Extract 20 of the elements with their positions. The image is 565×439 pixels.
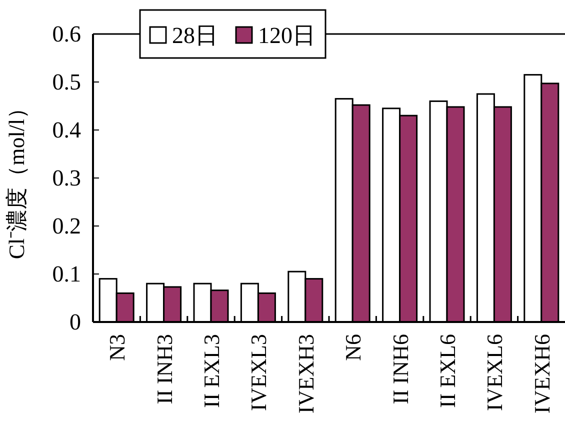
y-tick-label: 0.5 <box>52 69 81 94</box>
y-axis-title: Cl⁻濃度（mol/l） <box>4 96 29 260</box>
x-tick-label: II EXL3 <box>199 334 224 408</box>
legend-label: 28日 <box>172 23 218 48</box>
x-tick-label: IVEXH3 <box>293 334 318 414</box>
y-tick-label: 0.1 <box>52 261 81 286</box>
x-tick-label: II INH6 <box>388 334 413 404</box>
y-tick-label: 0.6 <box>52 21 81 46</box>
x-tick-label: IVEXL6 <box>482 334 508 411</box>
y-tick-label: 0.4 <box>52 117 82 142</box>
x-tick-label: IVEXL3 <box>246 334 272 411</box>
y-tick-label: 0.2 <box>52 213 81 238</box>
legend-label: 120日 <box>258 23 316 48</box>
x-tick-label: IVEXH6 <box>529 334 554 414</box>
y-tick-label: 0.3 <box>52 165 81 190</box>
x-tick-label: N3 <box>104 334 130 361</box>
x-tick-label: N6 <box>340 334 366 361</box>
x-tick-label: II INH3 <box>152 334 177 404</box>
y-tick-label: 0 <box>70 309 81 334</box>
x-tick-label: II EXL6 <box>435 334 460 408</box>
